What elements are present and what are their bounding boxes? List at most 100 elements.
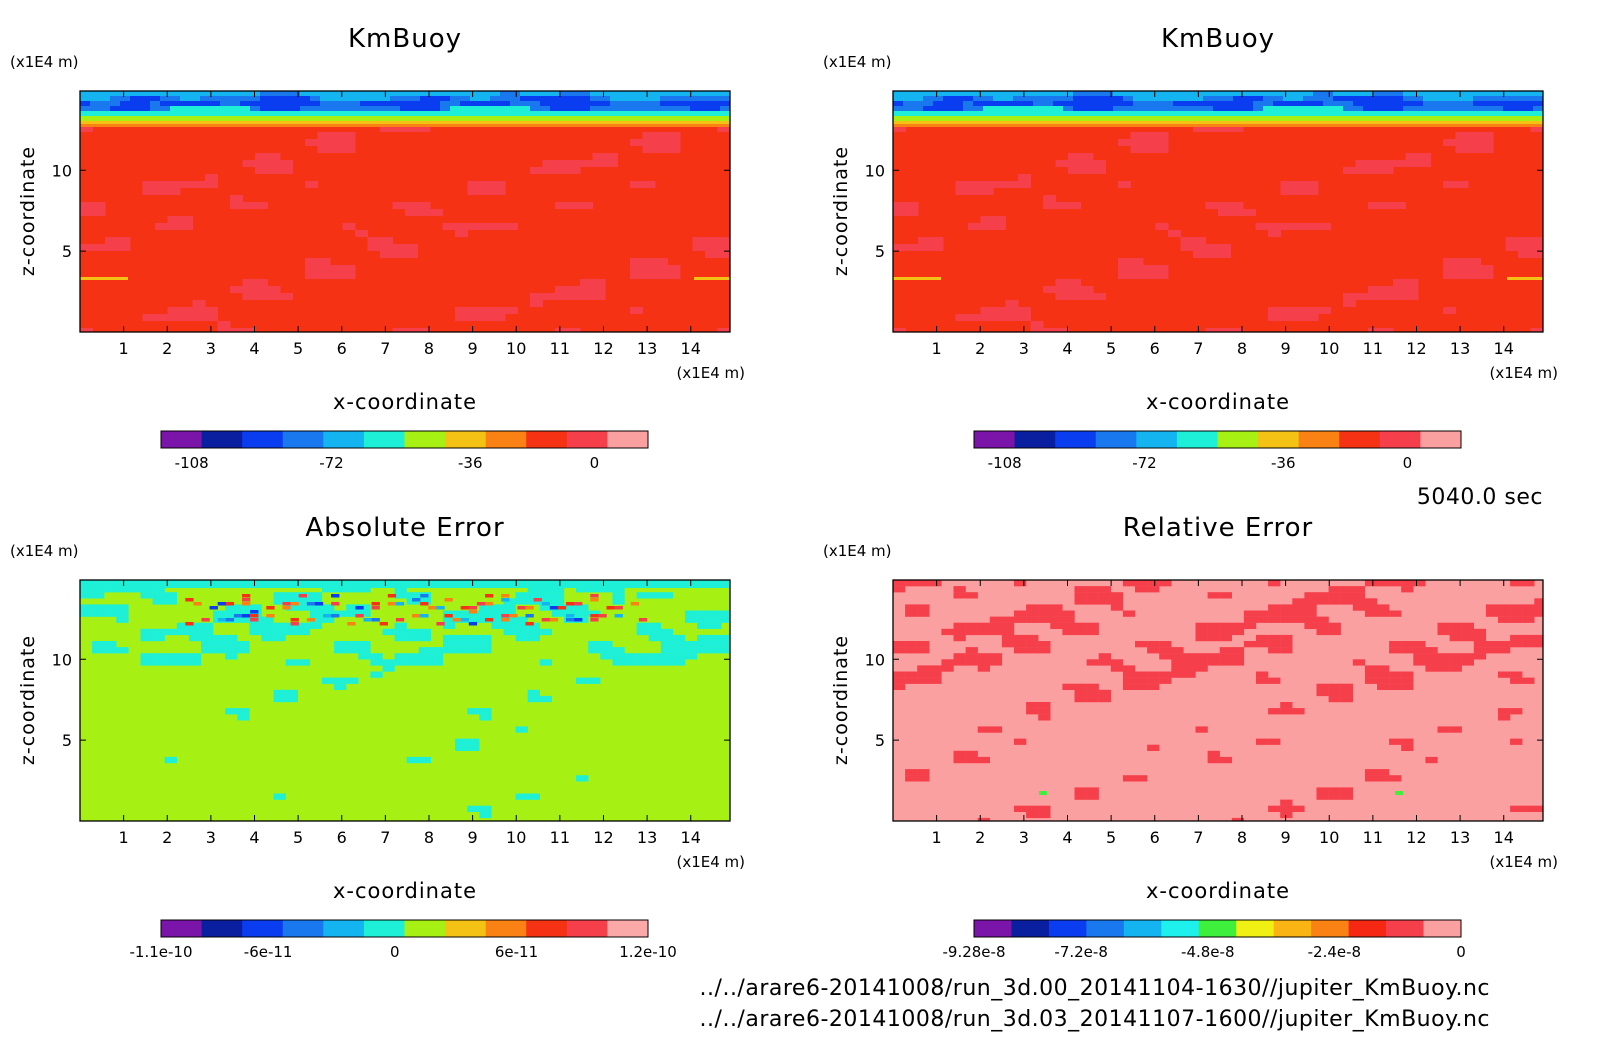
field-cell <box>1086 592 1099 599</box>
field-cell <box>1159 653 1172 660</box>
field-cell <box>80 124 730 127</box>
field-cell <box>612 659 625 666</box>
field-cell <box>180 314 193 321</box>
field-cell <box>1443 116 1454 122</box>
field-cell <box>893 116 904 122</box>
field-cell <box>630 307 643 314</box>
field-cell <box>1223 96 1234 102</box>
field-cell <box>501 594 510 598</box>
field-cell <box>334 610 347 617</box>
field-cell <box>1233 106 1244 112</box>
field-cell <box>1063 111 1074 117</box>
field-cell <box>929 677 942 684</box>
field-cell <box>1153 106 1164 112</box>
field-cell <box>903 111 914 117</box>
field-cell <box>150 116 161 122</box>
field-cell <box>1013 91 1024 97</box>
field-cell <box>636 659 649 666</box>
field-cell <box>1219 756 1232 764</box>
field-cell <box>267 293 281 300</box>
field-cell <box>1401 641 1414 648</box>
field-cell <box>551 592 565 599</box>
field-cell <box>1480 146 1494 153</box>
field-cell <box>620 91 631 97</box>
field-cell <box>1268 708 1281 715</box>
field-cell <box>1205 328 1219 332</box>
field-cell <box>555 167 568 174</box>
field-cell <box>968 181 981 188</box>
field-cell <box>180 96 191 102</box>
field-cell <box>130 116 141 122</box>
field-cell <box>1268 230 1281 237</box>
field-cell <box>410 96 421 102</box>
field-cell <box>1283 106 1294 112</box>
field-cell <box>510 106 521 112</box>
field-cell <box>1480 139 1494 146</box>
field-cell <box>501 618 510 622</box>
field-background <box>80 580 730 821</box>
field-cell <box>1243 91 1254 97</box>
field-cell <box>370 101 381 107</box>
field-cell <box>270 111 281 117</box>
field-cell <box>1003 111 1014 117</box>
field-cell <box>903 96 914 102</box>
colorbar-swatch <box>242 920 284 937</box>
field-cell <box>1463 116 1474 122</box>
field-cell <box>363 618 372 622</box>
field-cell <box>1401 677 1414 684</box>
field-cell <box>612 598 625 605</box>
field-cell <box>479 811 492 819</box>
field-cell <box>1207 628 1220 636</box>
field-cell <box>358 586 371 593</box>
field-cell <box>1001 634 1015 642</box>
field-cell <box>1413 641 1426 648</box>
field-cell <box>1073 91 1084 97</box>
field-cell <box>455 314 468 321</box>
field-cell <box>918 237 931 244</box>
field-cell <box>330 146 343 153</box>
field-cell <box>340 106 351 112</box>
field-cell <box>1207 592 1220 599</box>
field-cell <box>300 101 311 107</box>
field-cell <box>230 111 241 117</box>
field-cell <box>450 111 461 117</box>
field-cell <box>709 616 722 623</box>
field-cell <box>230 116 241 122</box>
field-cell <box>242 279 256 286</box>
field-cell <box>705 244 718 251</box>
field-cell <box>285 659 298 666</box>
field-cell <box>1530 125 1543 132</box>
field-cell <box>267 160 281 167</box>
field-cell <box>520 91 531 97</box>
field-cell <box>1080 286 1094 293</box>
field-cell <box>1468 139 1481 146</box>
field-cell <box>685 641 698 648</box>
field-cell <box>1283 96 1294 102</box>
field-cell <box>1523 96 1534 102</box>
field-cell <box>1153 101 1164 107</box>
field-cell <box>1256 677 1269 684</box>
field-cell <box>394 592 407 599</box>
field-cell <box>1373 101 1384 107</box>
field-cell <box>300 116 311 122</box>
field-cell <box>160 106 171 112</box>
field-cell <box>80 111 91 117</box>
field-cell <box>1433 111 1444 117</box>
field-cell <box>1443 139 1456 146</box>
field-cell <box>1292 604 1305 611</box>
field-cell <box>1223 101 1234 107</box>
field-cell <box>1133 111 1144 117</box>
field-cell <box>1013 116 1024 122</box>
field-cell <box>342 265 356 272</box>
field-cell <box>1523 116 1534 122</box>
field-cell <box>395 602 405 606</box>
field-cell <box>1155 272 1169 279</box>
panel-title: Relative Error <box>1123 513 1314 543</box>
field-background <box>893 580 1543 821</box>
field-cell <box>1316 628 1329 636</box>
field-cell <box>1473 106 1484 112</box>
field-cell <box>480 111 491 117</box>
field-cell <box>1023 116 1034 122</box>
field-cell <box>953 111 964 117</box>
field-cell <box>1293 91 1304 97</box>
